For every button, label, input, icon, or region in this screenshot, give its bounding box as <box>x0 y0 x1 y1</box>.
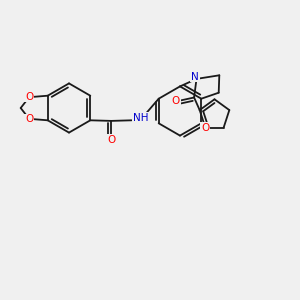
Text: NH: NH <box>133 113 149 123</box>
Text: O: O <box>172 96 180 106</box>
Text: O: O <box>201 122 209 133</box>
Text: O: O <box>25 92 33 102</box>
Text: O: O <box>107 135 116 145</box>
Text: O: O <box>25 114 33 124</box>
Text: N: N <box>191 71 199 82</box>
